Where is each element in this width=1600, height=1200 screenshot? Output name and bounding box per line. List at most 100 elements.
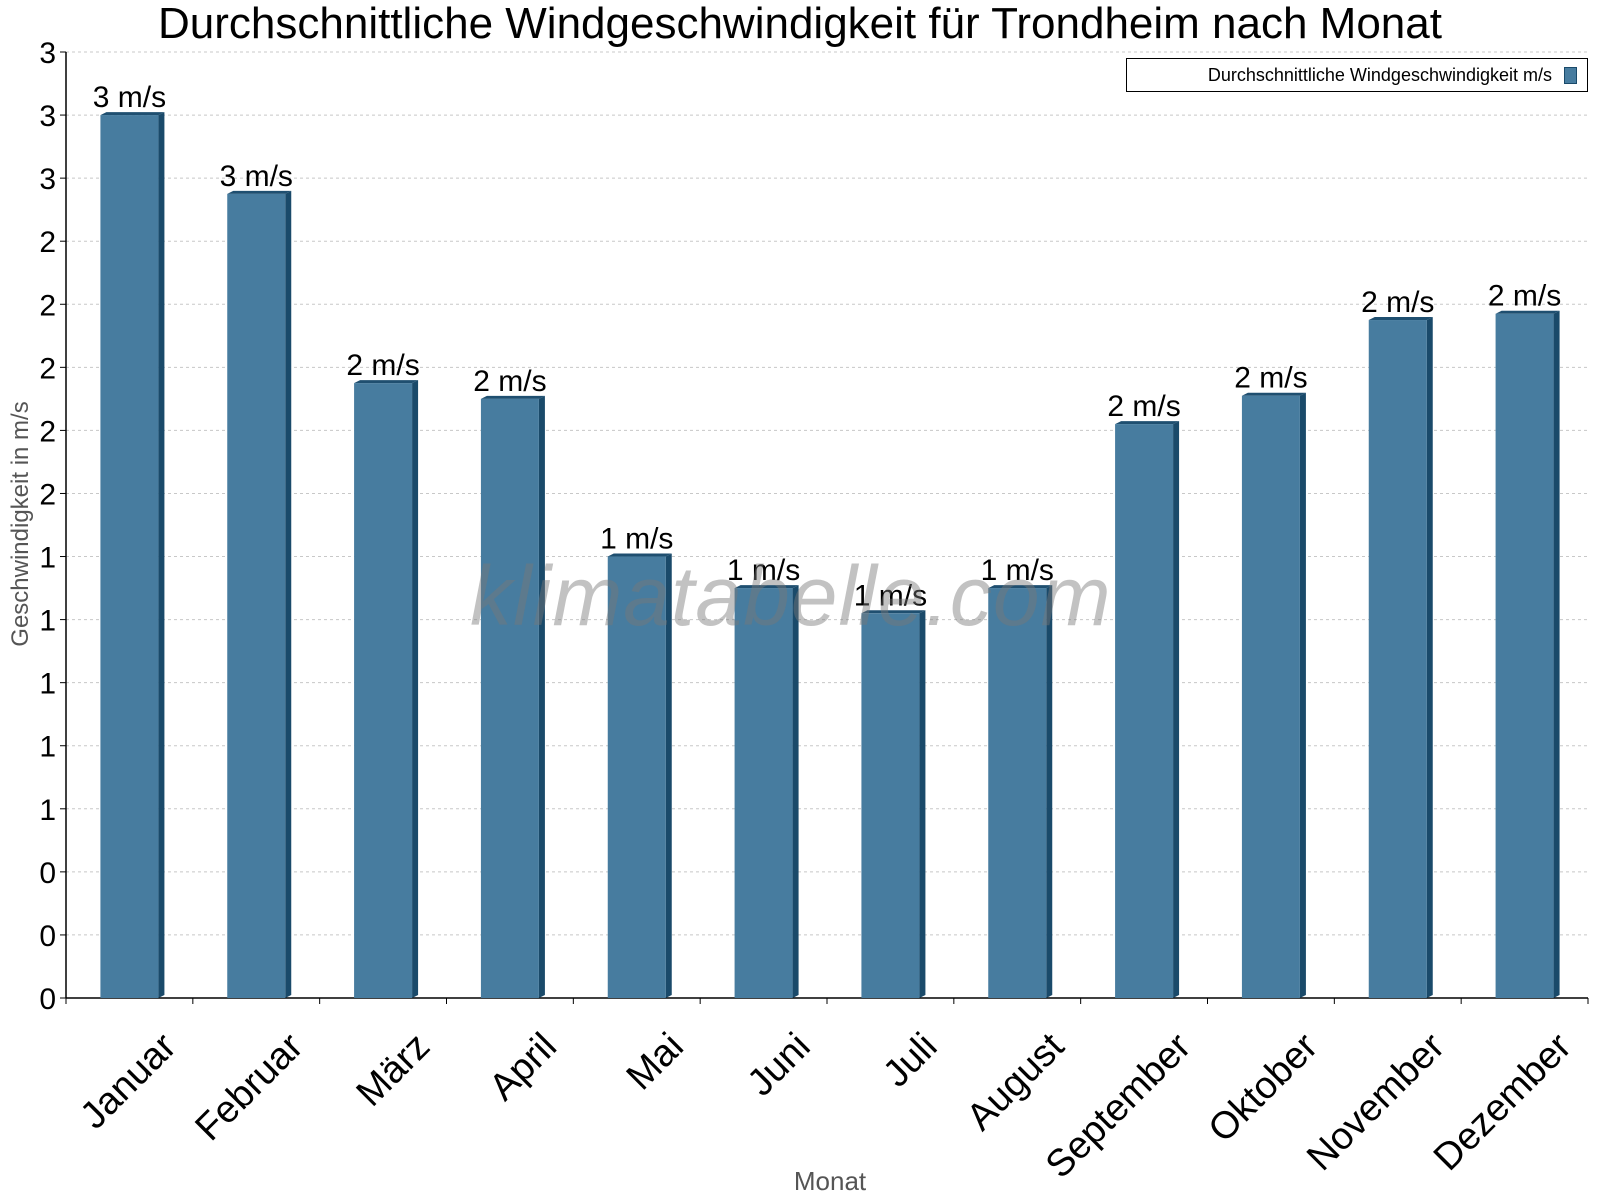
y-tick-label: 2 [39, 289, 56, 322]
legend-label: Durchschnittliche Windgeschwindigkeit m/… [1207, 64, 1552, 85]
bar-front [480, 398, 539, 998]
data-labels: 3 m/s 3 m/s 2 m/s 2 m/s 1 m/s 1 m/s 1 m/s 1 m/s… [93, 81, 1562, 612]
bar [480, 395, 545, 998]
bar-top [734, 585, 799, 589]
bar-front [227, 193, 286, 998]
x-tick-label: März [349, 1025, 438, 1114]
bar [1368, 317, 1433, 998]
bars [100, 112, 1560, 999]
bar-side [792, 585, 799, 998]
y-tick-label: 0 [39, 920, 56, 953]
legend: Durchschnittliche Windgeschwindigkeit m/… [1126, 58, 1588, 92]
bar [100, 112, 165, 999]
bar-side [1173, 421, 1180, 998]
x-tick-label: Februar [187, 1025, 311, 1149]
bar-top [227, 190, 292, 194]
data-label: 2 m/s [1488, 280, 1561, 313]
bar-front [861, 613, 920, 998]
bar-top [1241, 392, 1306, 396]
y-axis-label: Geschwindigkeit in m/s [7, 401, 34, 646]
x-tick-label: April [481, 1025, 564, 1108]
y-tick-label: 1 [39, 731, 56, 764]
bar [861, 610, 926, 998]
x-tick-labels: Januar Februar März April Mai Juni Juli AugustS… [73, 1025, 1580, 1186]
data-label: 2 m/s [346, 349, 419, 382]
bar-side [919, 610, 926, 998]
bar [1115, 421, 1180, 998]
bar-front [1115, 424, 1174, 998]
watermark: klimatabelle.com [470, 549, 1112, 643]
bar-front [1368, 320, 1427, 998]
x-tick-label: November [1299, 1025, 1453, 1179]
bar-front [988, 588, 1047, 998]
y-tick-label: 3 [39, 163, 56, 196]
bar-top [1115, 421, 1180, 425]
y-tick-label: 2 [39, 415, 56, 448]
axes [60, 51, 1589, 1004]
bar-top [607, 553, 672, 557]
data-label: 3 m/s [220, 160, 293, 193]
bar-side [158, 112, 165, 999]
y-tick-label: 3 [39, 100, 56, 133]
bar-top [354, 380, 419, 384]
x-tick-label: Oktober [1201, 1025, 1327, 1151]
data-label: 1 m/s [600, 523, 673, 556]
bar-front [1495, 313, 1554, 998]
x-tick-label: August [959, 1025, 1073, 1139]
bar-top [1368, 317, 1433, 321]
bar-side [1299, 392, 1306, 998]
bar-front [734, 588, 793, 998]
bar-front [607, 556, 666, 998]
bar-top [1495, 310, 1560, 314]
bar-side [665, 553, 672, 998]
data-label: 3 m/s [93, 81, 166, 114]
y-tick-label: 0 [39, 857, 56, 890]
grid-lines [66, 51, 1588, 936]
chart-title: Durchschnittliche Windgeschwindigkeit fü… [158, 0, 1442, 48]
y-tick-label: 1 [39, 794, 56, 827]
bar-top [480, 395, 545, 399]
x-tick-label: Juni [740, 1025, 819, 1104]
x-axis-label: Monat [794, 1166, 867, 1196]
y-tick-label: 3 [39, 37, 56, 70]
bar [988, 585, 1053, 998]
x-tick-label: Januar [73, 1025, 185, 1137]
y-tick-label: 0 [39, 983, 56, 1016]
bar-front [100, 115, 159, 999]
y-tick-label: 1 [39, 668, 56, 701]
bar-front [354, 383, 413, 999]
x-tick-label: Mai [619, 1025, 692, 1098]
legend-swatch [1564, 66, 1577, 84]
x-tick-label: Dezember [1426, 1025, 1580, 1179]
y-tick-label: 2 [39, 226, 56, 259]
bar-side [285, 190, 292, 998]
bar-top [100, 112, 165, 116]
data-label: 2 m/s [1361, 286, 1434, 319]
bar-side [1426, 317, 1433, 998]
y-tick-labels: 0 0 0 1 1 1 1 1 2 2 2 2 2 3 3 3 [39, 37, 56, 1016]
bar [607, 553, 672, 998]
bar-side [1046, 585, 1053, 998]
y-tick-label: 2 [39, 478, 56, 511]
bar-top [988, 585, 1053, 589]
data-label: 2 m/s [1107, 390, 1180, 423]
bar-side [412, 380, 419, 999]
bar [734, 585, 799, 998]
y-tick-label: 2 [39, 352, 56, 385]
bar [1495, 310, 1560, 998]
bar-side [1553, 310, 1560, 998]
bar-front [1241, 395, 1300, 998]
data-label: 1 m/s [981, 554, 1054, 587]
data-label: 1 m/s [854, 579, 927, 612]
y-tick-label: 1 [39, 542, 56, 575]
bar-side [538, 395, 545, 998]
bar [354, 380, 419, 999]
y-tick-label: 1 [39, 605, 56, 638]
bar [227, 190, 292, 998]
bar-top [861, 610, 926, 614]
x-tick-label: Juli [875, 1025, 945, 1095]
data-label: 2 m/s [473, 365, 546, 398]
data-label: 1 m/s [727, 554, 800, 587]
bar [1241, 392, 1306, 998]
